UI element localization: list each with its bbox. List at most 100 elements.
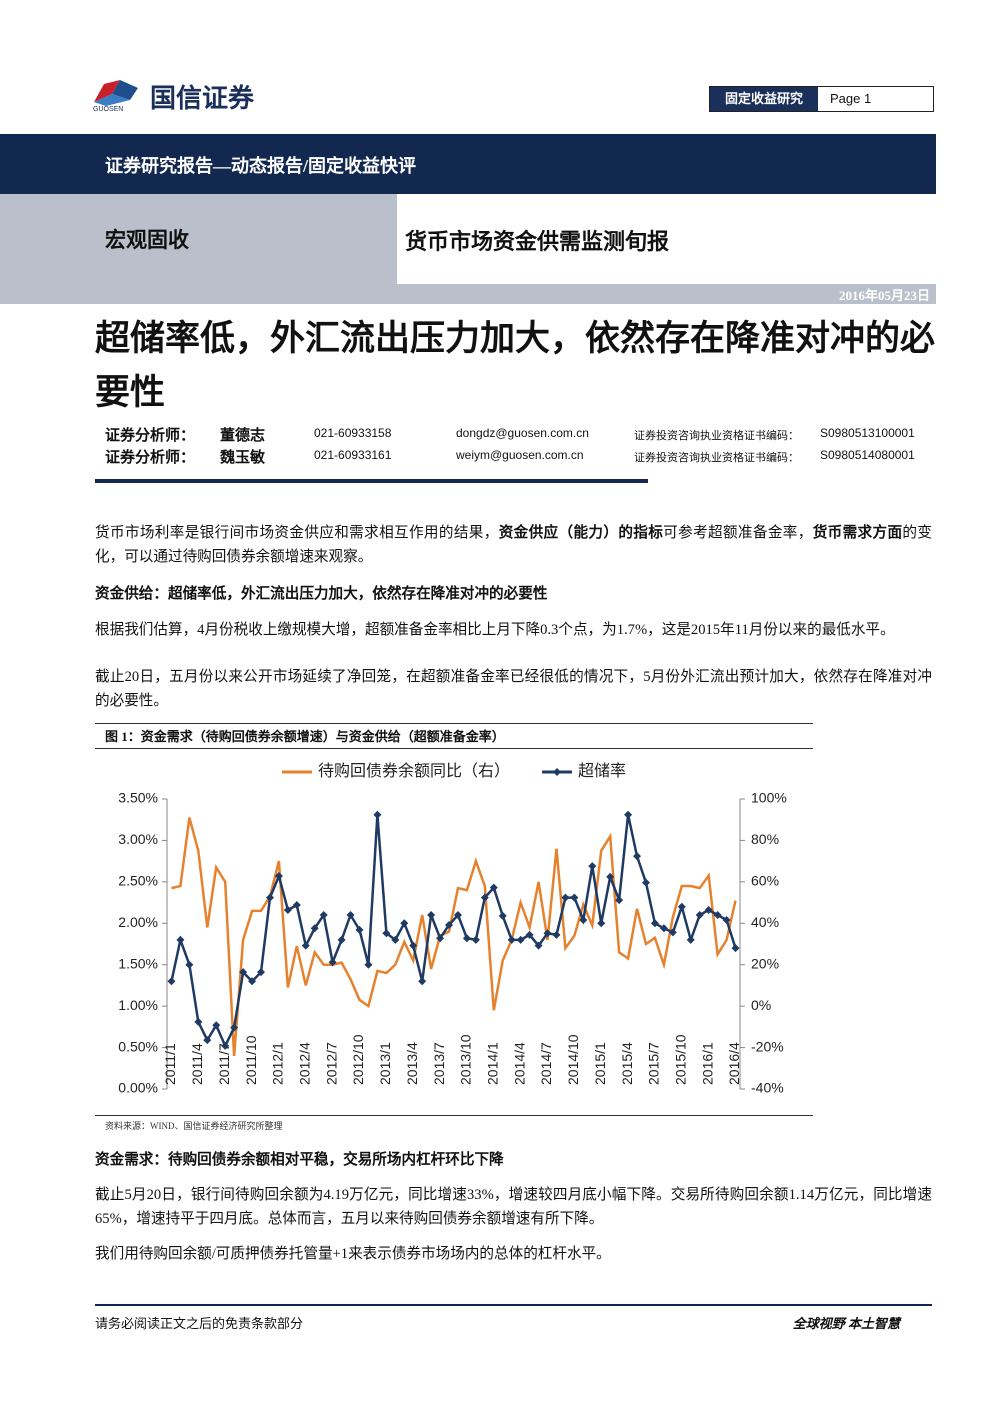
point-marker bbox=[695, 911, 704, 919]
point-marker bbox=[462, 934, 471, 943]
paragraph: 我们用待购回余额/可质押债券托管量+1来表示债券市场场内的总体的杠杆水平。 bbox=[95, 1242, 932, 1266]
point-marker bbox=[167, 977, 176, 986]
y-tick-label: 1.50% bbox=[118, 955, 158, 971]
report-title: 货币市场资金供需监测旬报 bbox=[405, 229, 670, 254]
point-marker bbox=[641, 878, 650, 887]
point-marker bbox=[355, 925, 364, 934]
point-marker bbox=[328, 958, 337, 967]
x-tick-label: 2012/10 bbox=[350, 1034, 366, 1085]
y2-tick-label: -40% bbox=[751, 1080, 784, 1096]
point-marker bbox=[337, 935, 346, 944]
figure-rule bbox=[95, 748, 813, 749]
text: 货币市场利率是银行间市场资金供应和需求相互作用的结果， bbox=[95, 525, 499, 541]
x-tick-label: 2011/7 bbox=[216, 1043, 232, 1085]
x-tick-label: 2011/4 bbox=[189, 1043, 205, 1085]
point-marker bbox=[659, 924, 668, 933]
analyst-email: dongdz@guosen.com.cn bbox=[456, 426, 589, 440]
point-marker bbox=[248, 977, 257, 986]
date: 2016年05月23日 bbox=[838, 288, 930, 303]
source: 资料来源：WIND、国信证券经济研究所整理 bbox=[105, 1121, 283, 1131]
point-marker bbox=[713, 911, 722, 919]
y-tick-label: 3.00% bbox=[118, 831, 158, 847]
series-line bbox=[170, 814, 737, 1049]
point-marker bbox=[176, 935, 185, 944]
figure-rule bbox=[95, 1115, 813, 1116]
point-marker bbox=[382, 929, 391, 938]
analyst-phone: 021-60933158 bbox=[314, 426, 392, 440]
point-marker bbox=[624, 810, 633, 819]
point-marker bbox=[588, 862, 597, 871]
cert-label: 证券投资咨询执业资格证书编码： bbox=[634, 452, 799, 464]
point-marker bbox=[391, 935, 400, 944]
x-tick-label: 2014/1 bbox=[484, 1042, 500, 1085]
analyst-phone: 021-60933161 bbox=[314, 448, 392, 462]
point-marker bbox=[427, 911, 436, 919]
y-tick-label: 2.00% bbox=[118, 914, 158, 930]
point-marker bbox=[579, 915, 588, 924]
point-marker bbox=[606, 872, 615, 881]
point-marker bbox=[668, 928, 677, 937]
point-marker bbox=[274, 872, 283, 881]
x-tick-label: 2016/1 bbox=[699, 1042, 715, 1085]
y-tick-label: 0.50% bbox=[118, 1038, 158, 1054]
section-label: 固定收益研究 bbox=[710, 87, 818, 111]
text: 的变化，可以通过待购回债券余额增速来观察。 bbox=[95, 525, 932, 565]
logo-text: 国信证券 bbox=[150, 84, 255, 113]
report-title-box bbox=[397, 194, 936, 284]
y2-tick-label: 80% bbox=[751, 831, 779, 847]
y2-tick-label: 0% bbox=[751, 997, 771, 1013]
footer-left: 请务必阅读正文之后的免责条款部分 bbox=[95, 1316, 304, 1331]
figure-rule bbox=[95, 723, 813, 724]
point-marker bbox=[418, 977, 427, 986]
point-marker bbox=[677, 902, 686, 911]
footer-rule bbox=[95, 1304, 932, 1306]
point-marker bbox=[212, 1021, 221, 1030]
point-marker bbox=[436, 934, 445, 943]
text: 截止5月20日，银行间待购回余额为4.19万亿元，同比增速33%，增速较四月底小… bbox=[95, 1187, 932, 1227]
y-tick-label: 3.50% bbox=[118, 790, 158, 806]
rule bbox=[95, 479, 648, 483]
point-marker bbox=[552, 930, 561, 939]
point-marker bbox=[230, 1023, 239, 1032]
figure-title: 图 1：资金需求（待购回债券余额增速）与资金供给（超额准备金率） bbox=[105, 729, 505, 744]
point-marker bbox=[373, 810, 382, 819]
paragraph: 货币市场利率是银行间市场资金供应和需求相互作用的结果，资金供应（能力）的指标可参… bbox=[95, 521, 932, 569]
logo-mark bbox=[94, 80, 138, 106]
text: 我们用待购回余额/可质押债券托管量+1来表示债券市场场内的总体的杠杆水平。 bbox=[95, 1246, 611, 1262]
point-marker bbox=[704, 906, 713, 915]
text: 截止20日，五月份以来公开市场延续了净回笼，在超额准备金率已经很低的情况下，5月… bbox=[95, 669, 932, 709]
x-tick-label: 2012/7 bbox=[323, 1042, 339, 1085]
y2-tick-label: 60% bbox=[751, 873, 779, 889]
page-number: Page 1 bbox=[830, 91, 872, 106]
point-marker bbox=[489, 883, 498, 892]
y2-tick-label: -20% bbox=[751, 1038, 784, 1054]
legend-label: 超储率 bbox=[578, 762, 626, 780]
category: 宏观固收 bbox=[105, 228, 189, 252]
analyst-role: 证券分析师： bbox=[105, 428, 196, 444]
x-tick-label: 2015/1 bbox=[592, 1042, 608, 1085]
x-tick-label: 2014/4 bbox=[511, 1042, 527, 1085]
point-marker bbox=[516, 935, 525, 944]
analyst-name: 董德志 bbox=[220, 428, 266, 444]
point-marker bbox=[409, 941, 418, 950]
point-marker bbox=[445, 920, 454, 929]
page-box bbox=[709, 86, 934, 112]
bold-text: 货币需求方面 bbox=[812, 525, 903, 541]
point-marker bbox=[239, 968, 248, 977]
point-marker bbox=[453, 911, 462, 919]
banner-text: 证券研究报告—动态报告/固定收益快评 bbox=[105, 156, 416, 176]
point-marker bbox=[292, 901, 301, 910]
section-heading: 资金需求：待购回债券余额相对平稳，交易所场内杠杆环比下降 bbox=[95, 1152, 504, 1168]
legend-marker bbox=[553, 768, 562, 776]
legend-label: 待购回债券余额同比（右） bbox=[318, 761, 510, 780]
title: 超储率低，外汇流出压力加大，依然存在降准对冲的必要性 bbox=[95, 319, 936, 412]
y2-tick-label: 100% bbox=[751, 790, 787, 806]
point-marker bbox=[686, 935, 695, 944]
point-marker bbox=[185, 960, 194, 969]
point-marker bbox=[301, 941, 310, 950]
x-tick-label: 2015/10 bbox=[673, 1034, 689, 1085]
point-marker bbox=[597, 919, 606, 928]
y-tick-label: 1.00% bbox=[118, 997, 158, 1013]
cert-label: 证券投资咨询执业资格证书编码： bbox=[634, 430, 799, 442]
